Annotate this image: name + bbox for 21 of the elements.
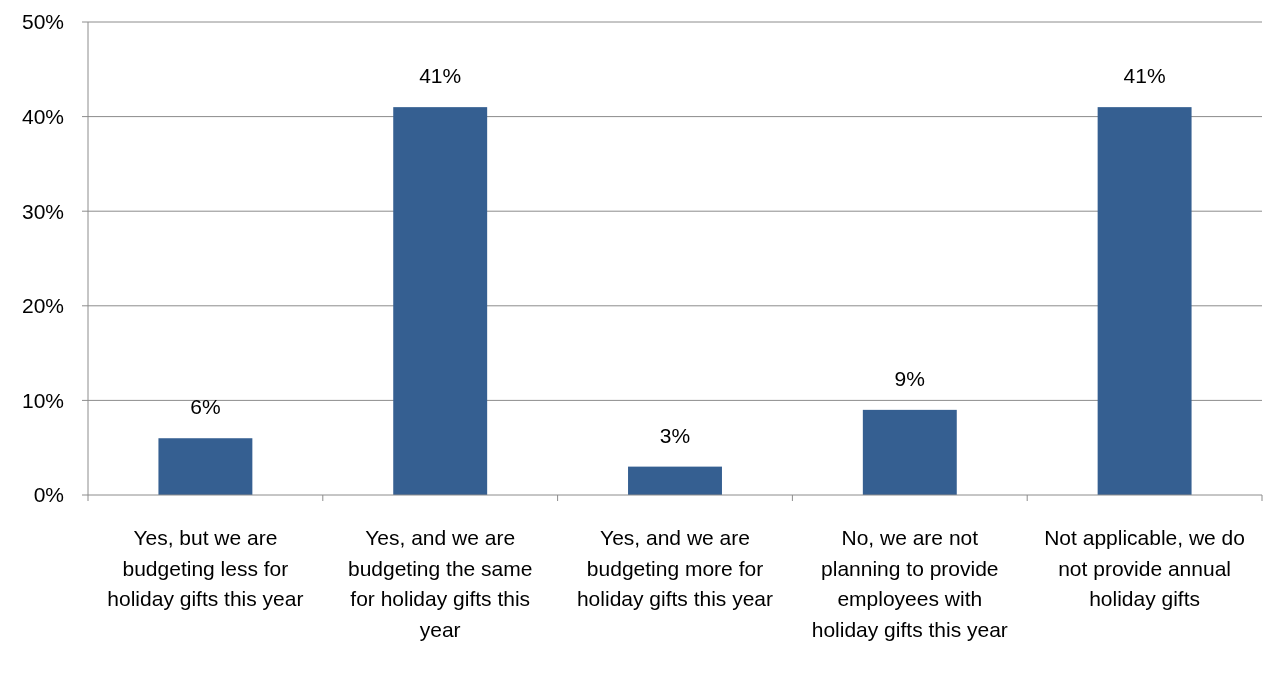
bar xyxy=(1097,107,1192,495)
data-label: 6% xyxy=(190,395,221,419)
x-tick-label: Not applicable, we do not provide annual holiday gifts xyxy=(1044,526,1245,610)
bar xyxy=(393,107,488,495)
x-tick-label: Yes, and we are budgeting the same for holiday gifts this year xyxy=(347,526,533,641)
y-tick-label: 10% xyxy=(21,388,64,412)
bar xyxy=(628,466,722,495)
y-tick-label: 0% xyxy=(33,483,64,507)
x-tick-label: No, we are not planning to provide employees with holiday gifts this year xyxy=(811,526,1008,641)
x-tick-label: Yes, but we are budgeting less for holiday gifts this year xyxy=(107,526,304,610)
data-label: 9% xyxy=(894,366,925,390)
x-tick-label: Yes, and we are budgeting more for holiday gifts this year xyxy=(576,526,774,610)
bar xyxy=(158,438,253,495)
data-label: 3% xyxy=(659,423,691,447)
y-tick-label: 20% xyxy=(21,294,64,318)
bar xyxy=(862,409,957,495)
y-tick-label: 40% xyxy=(21,104,64,128)
data-label: 41% xyxy=(419,64,462,88)
y-tick-label: 50% xyxy=(21,10,64,34)
data-label: 41% xyxy=(1123,64,1166,88)
y-tick-label: 30% xyxy=(21,199,64,223)
